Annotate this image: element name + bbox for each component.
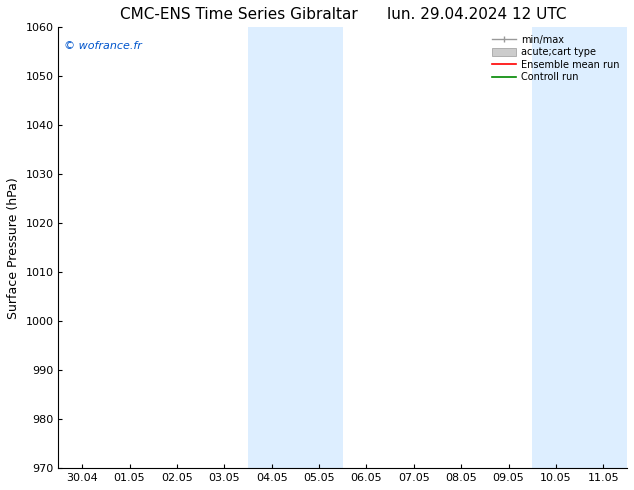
Bar [533, 27, 627, 468]
Bar [248, 27, 343, 468]
Legend: min/max, acute;cart type, Ensemble mean run, Controll run: min/max, acute;cart type, Ensemble mean … [489, 32, 622, 85]
Y-axis label: Surface Pressure (hPa): Surface Pressure (hPa) [7, 177, 20, 318]
Text: © wofrance.fr: © wofrance.fr [64, 41, 142, 50]
Title: CMC-ENS Time Series Gibraltar      lun. 29.04.2024 12 UTC: CMC-ENS Time Series Gibraltar lun. 29.04… [120, 7, 566, 22]
